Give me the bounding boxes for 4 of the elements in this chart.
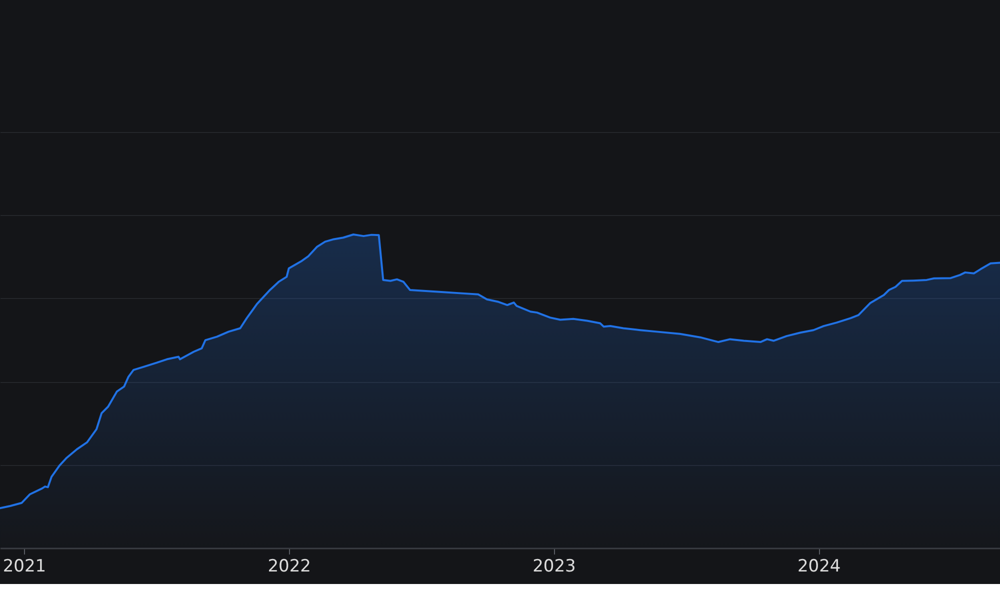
x-tick-label: 2022 [268, 556, 311, 576]
x-tick-label: 2021 [2, 556, 46, 576]
x-tick-label: 2023 [532, 556, 576, 576]
x-tick-label: 2024 [797, 556, 841, 576]
